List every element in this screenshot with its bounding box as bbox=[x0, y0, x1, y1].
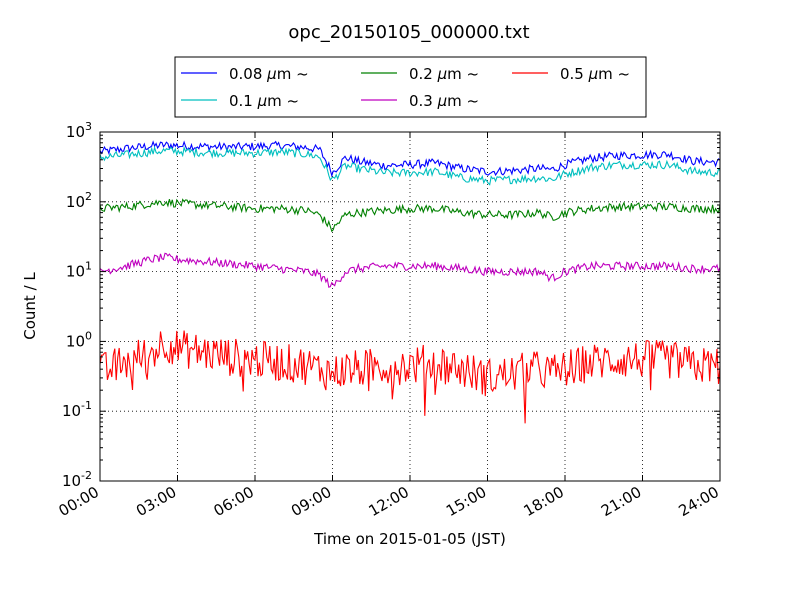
legend-label: 0.5 μm ~ bbox=[560, 65, 630, 83]
x-tick-label: 18:00 bbox=[521, 483, 567, 520]
y-tick-labels: 10-2 10-1 100 101 102 103 bbox=[62, 120, 92, 490]
chart-title: opc_20150105_000000.txt bbox=[288, 22, 529, 43]
legend-label: 0.2 μm ~ bbox=[409, 65, 479, 83]
x-tick-label: 06:00 bbox=[211, 483, 257, 520]
x-tick-label: 21:00 bbox=[598, 483, 644, 520]
x-tick-label: 09:00 bbox=[288, 483, 334, 520]
y-tick-label: 103 bbox=[66, 120, 92, 141]
y-tick-label: 100 bbox=[66, 329, 92, 350]
legend-label: 0.08 μm ~ bbox=[229, 65, 309, 83]
grid-lines bbox=[100, 132, 720, 481]
legend-label: 0.1 μm ~ bbox=[229, 92, 299, 110]
series-line-0.3 bbox=[99, 252, 721, 288]
legend-label: 0.3 μm ~ bbox=[409, 92, 479, 110]
series-line-0.08 bbox=[99, 140, 721, 178]
x-tick-label: 12:00 bbox=[366, 483, 412, 520]
x-tick-label: 03:00 bbox=[133, 483, 179, 520]
y-tick-label: 101 bbox=[66, 260, 92, 281]
y-axis-label: Count / L bbox=[21, 272, 39, 340]
legend-box bbox=[174, 56, 647, 118]
y-tick-label: 10-1 bbox=[62, 399, 92, 420]
x-axis-label: Time on 2015-01-05 (JST) bbox=[313, 530, 506, 548]
series-line-0.2 bbox=[99, 198, 721, 233]
legend: 0.08 μm ~ 0.1 μm ~ 0.2 μm ~ 0.3 μm ~ 0.5 μm … bbox=[174, 56, 647, 118]
x-tick-label: 24:00 bbox=[676, 483, 722, 520]
series-line-0.1 bbox=[99, 145, 721, 186]
x-tick-labels: 00:00 03:00 06:00 09:00 12:00 15:00 18:00 21:00… bbox=[56, 483, 722, 520]
x-tick-label: 15:00 bbox=[443, 483, 489, 520]
series-line-0.5 bbox=[99, 330, 721, 424]
y-tick-label: 10-2 bbox=[62, 469, 92, 490]
y-tick-label: 102 bbox=[66, 190, 92, 211]
series-layer bbox=[99, 140, 721, 424]
axis-ticks bbox=[99, 131, 721, 482]
